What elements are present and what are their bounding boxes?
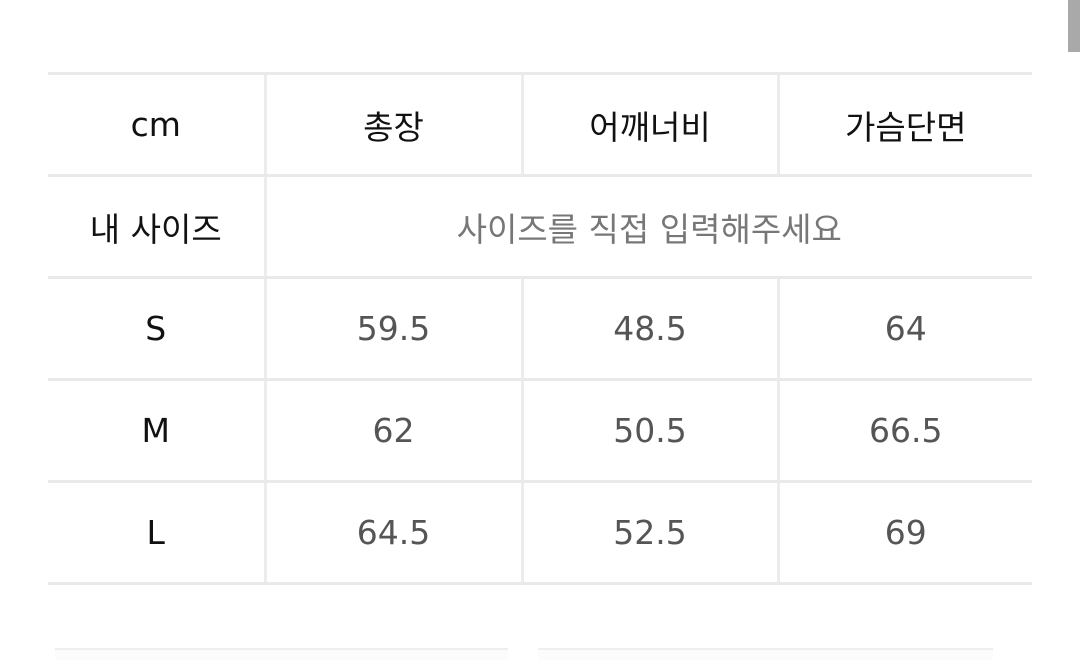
header-length: 총장 bbox=[263, 72, 522, 177]
cell: 62 bbox=[263, 378, 522, 483]
size-table: cm 총장 어깨너비 가슴단면 내 사이즈 사이즈를 직접 입력해주세요 S 5… bbox=[48, 72, 1032, 585]
size-label: S bbox=[48, 276, 265, 381]
cell: 69 bbox=[776, 480, 1032, 585]
bottom-button-left[interactable] bbox=[55, 648, 508, 660]
size-label: L bbox=[48, 480, 265, 585]
cell: 52.5 bbox=[520, 480, 778, 585]
table-row: L 64.5 52.5 69 bbox=[48, 480, 1032, 585]
my-size-label: 내 사이즈 bbox=[48, 174, 265, 279]
my-size-row: 내 사이즈 사이즈를 직접 입력해주세요 bbox=[48, 174, 1032, 279]
my-size-input[interactable]: 사이즈를 직접 입력해주세요 bbox=[263, 174, 1032, 279]
header-unit: cm bbox=[48, 72, 265, 177]
size-label: M bbox=[48, 378, 265, 483]
header-row: cm 총장 어깨너비 가슴단면 bbox=[48, 72, 1032, 177]
table-row: M 62 50.5 66.5 bbox=[48, 378, 1032, 483]
cell: 64 bbox=[776, 276, 1032, 381]
header-chest: 가슴단면 bbox=[776, 72, 1032, 177]
cell: 64.5 bbox=[263, 480, 522, 585]
cell: 48.5 bbox=[520, 276, 778, 381]
bottom-button-right[interactable] bbox=[538, 648, 993, 660]
scrollbar[interactable] bbox=[1068, 0, 1080, 52]
cell: 66.5 bbox=[776, 378, 1032, 483]
cell: 50.5 bbox=[520, 378, 778, 483]
header-shoulder: 어깨너비 bbox=[520, 72, 778, 177]
table-row: S 59.5 48.5 64 bbox=[48, 276, 1032, 381]
cell: 59.5 bbox=[263, 276, 522, 381]
